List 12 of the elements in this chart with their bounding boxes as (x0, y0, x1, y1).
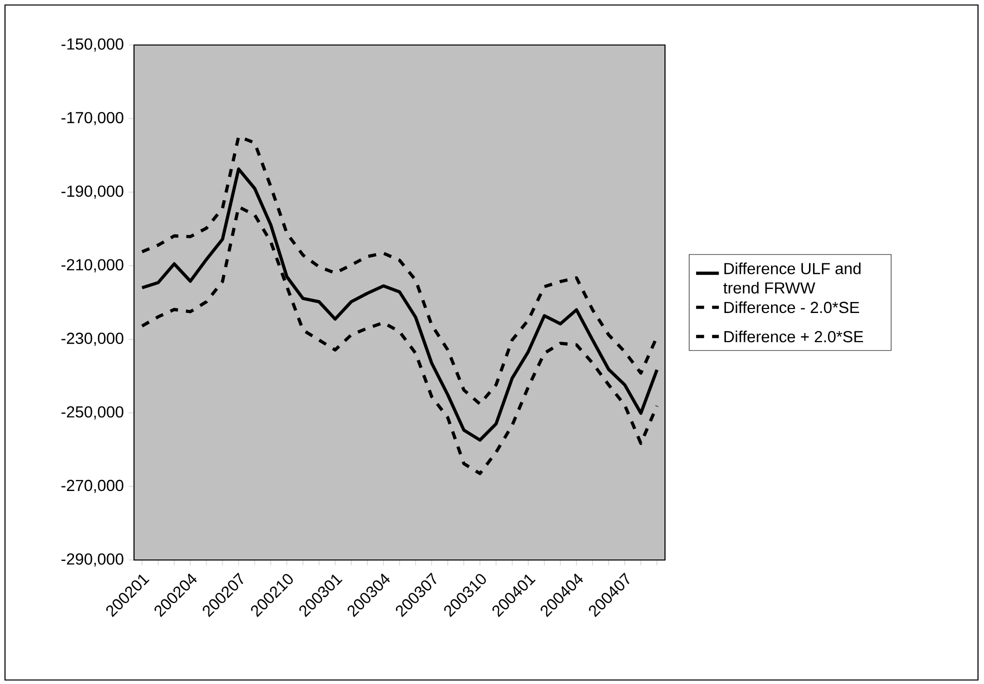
y-tick-label: -230,000 (62, 332, 124, 346)
legend-label: Difference + 2.0*SE (724, 330, 864, 342)
y-tick-label: -170,000 (62, 112, 124, 126)
y-tick-label: -250,000 (62, 406, 124, 420)
y-tick-label: -270,000 (62, 480, 124, 494)
legend-label: Difference - 2.0*SE (724, 301, 860, 314)
y-tick-label: -210,000 (62, 259, 124, 272)
y-tick-label: -190,000 (62, 186, 124, 199)
y-tick-label: -150,000 (62, 38, 124, 52)
legend-label: Difference ULF and trend FRWW (723, 262, 861, 294)
y-tick-label: -290,000 (62, 553, 124, 567)
line-series (140, 134, 659, 406)
